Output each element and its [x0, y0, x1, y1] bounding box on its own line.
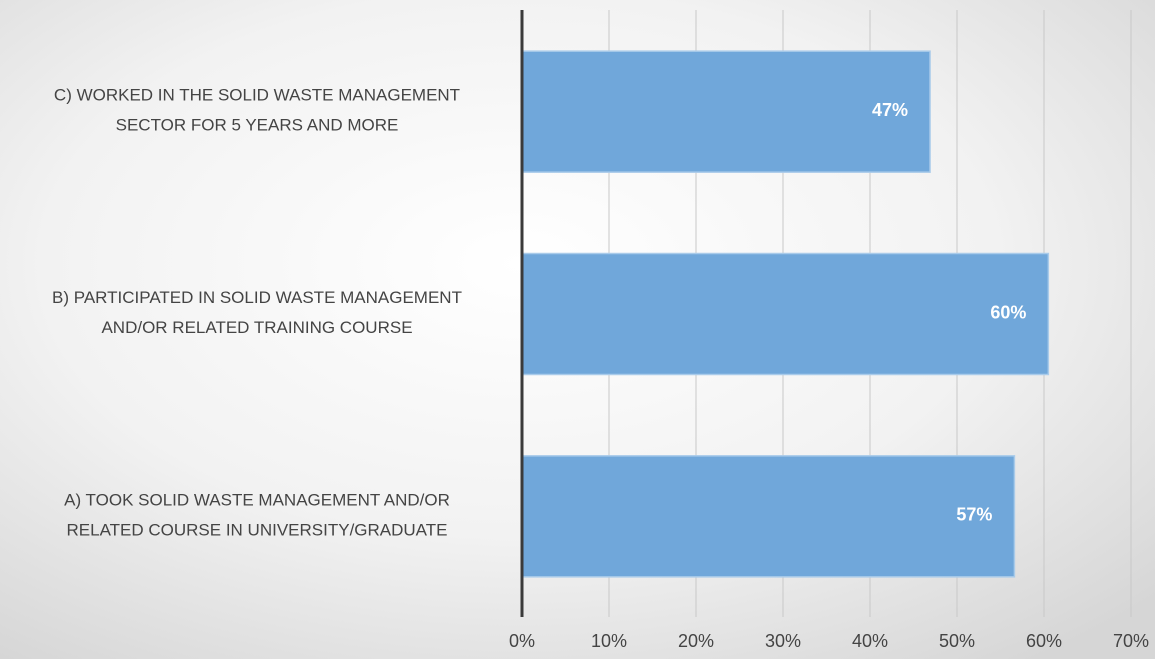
y-tick-label: B) PARTICIPATED IN SOLID WASTE MANAGEMEN…: [52, 288, 462, 307]
data-label: 57%: [956, 505, 992, 525]
bar: [521, 50, 931, 173]
x-tick-label: 50%: [939, 631, 975, 651]
data-label: 60%: [990, 302, 1026, 322]
y-tick-label: AND/OR RELATED TRAINING COURSE: [101, 318, 412, 337]
data-label: 47%: [872, 100, 908, 120]
y-tick-label: C) WORKED IN THE SOLID WASTE MANAGEMENT: [54, 86, 460, 105]
y-tick-label: A) TOOK SOLID WASTE MANAGEMENT AND/OR: [64, 490, 450, 509]
x-tick-label: 20%: [678, 631, 714, 651]
x-tick-label: 10%: [591, 631, 627, 651]
x-tick-label: 70%: [1113, 631, 1149, 651]
y-tick-label: SECTOR FOR 5 YEARS AND MORE: [116, 116, 399, 135]
x-tick-label: 30%: [765, 631, 801, 651]
y-tick-label: RELATED COURSE IN UNIVERSITY/GRADUATE: [67, 520, 448, 539]
bar: [521, 455, 1016, 578]
bar: [521, 252, 1050, 376]
x-tick-label: 60%: [1026, 631, 1062, 651]
x-tick-label: 0%: [509, 631, 535, 651]
x-tick-label: 40%: [852, 631, 888, 651]
